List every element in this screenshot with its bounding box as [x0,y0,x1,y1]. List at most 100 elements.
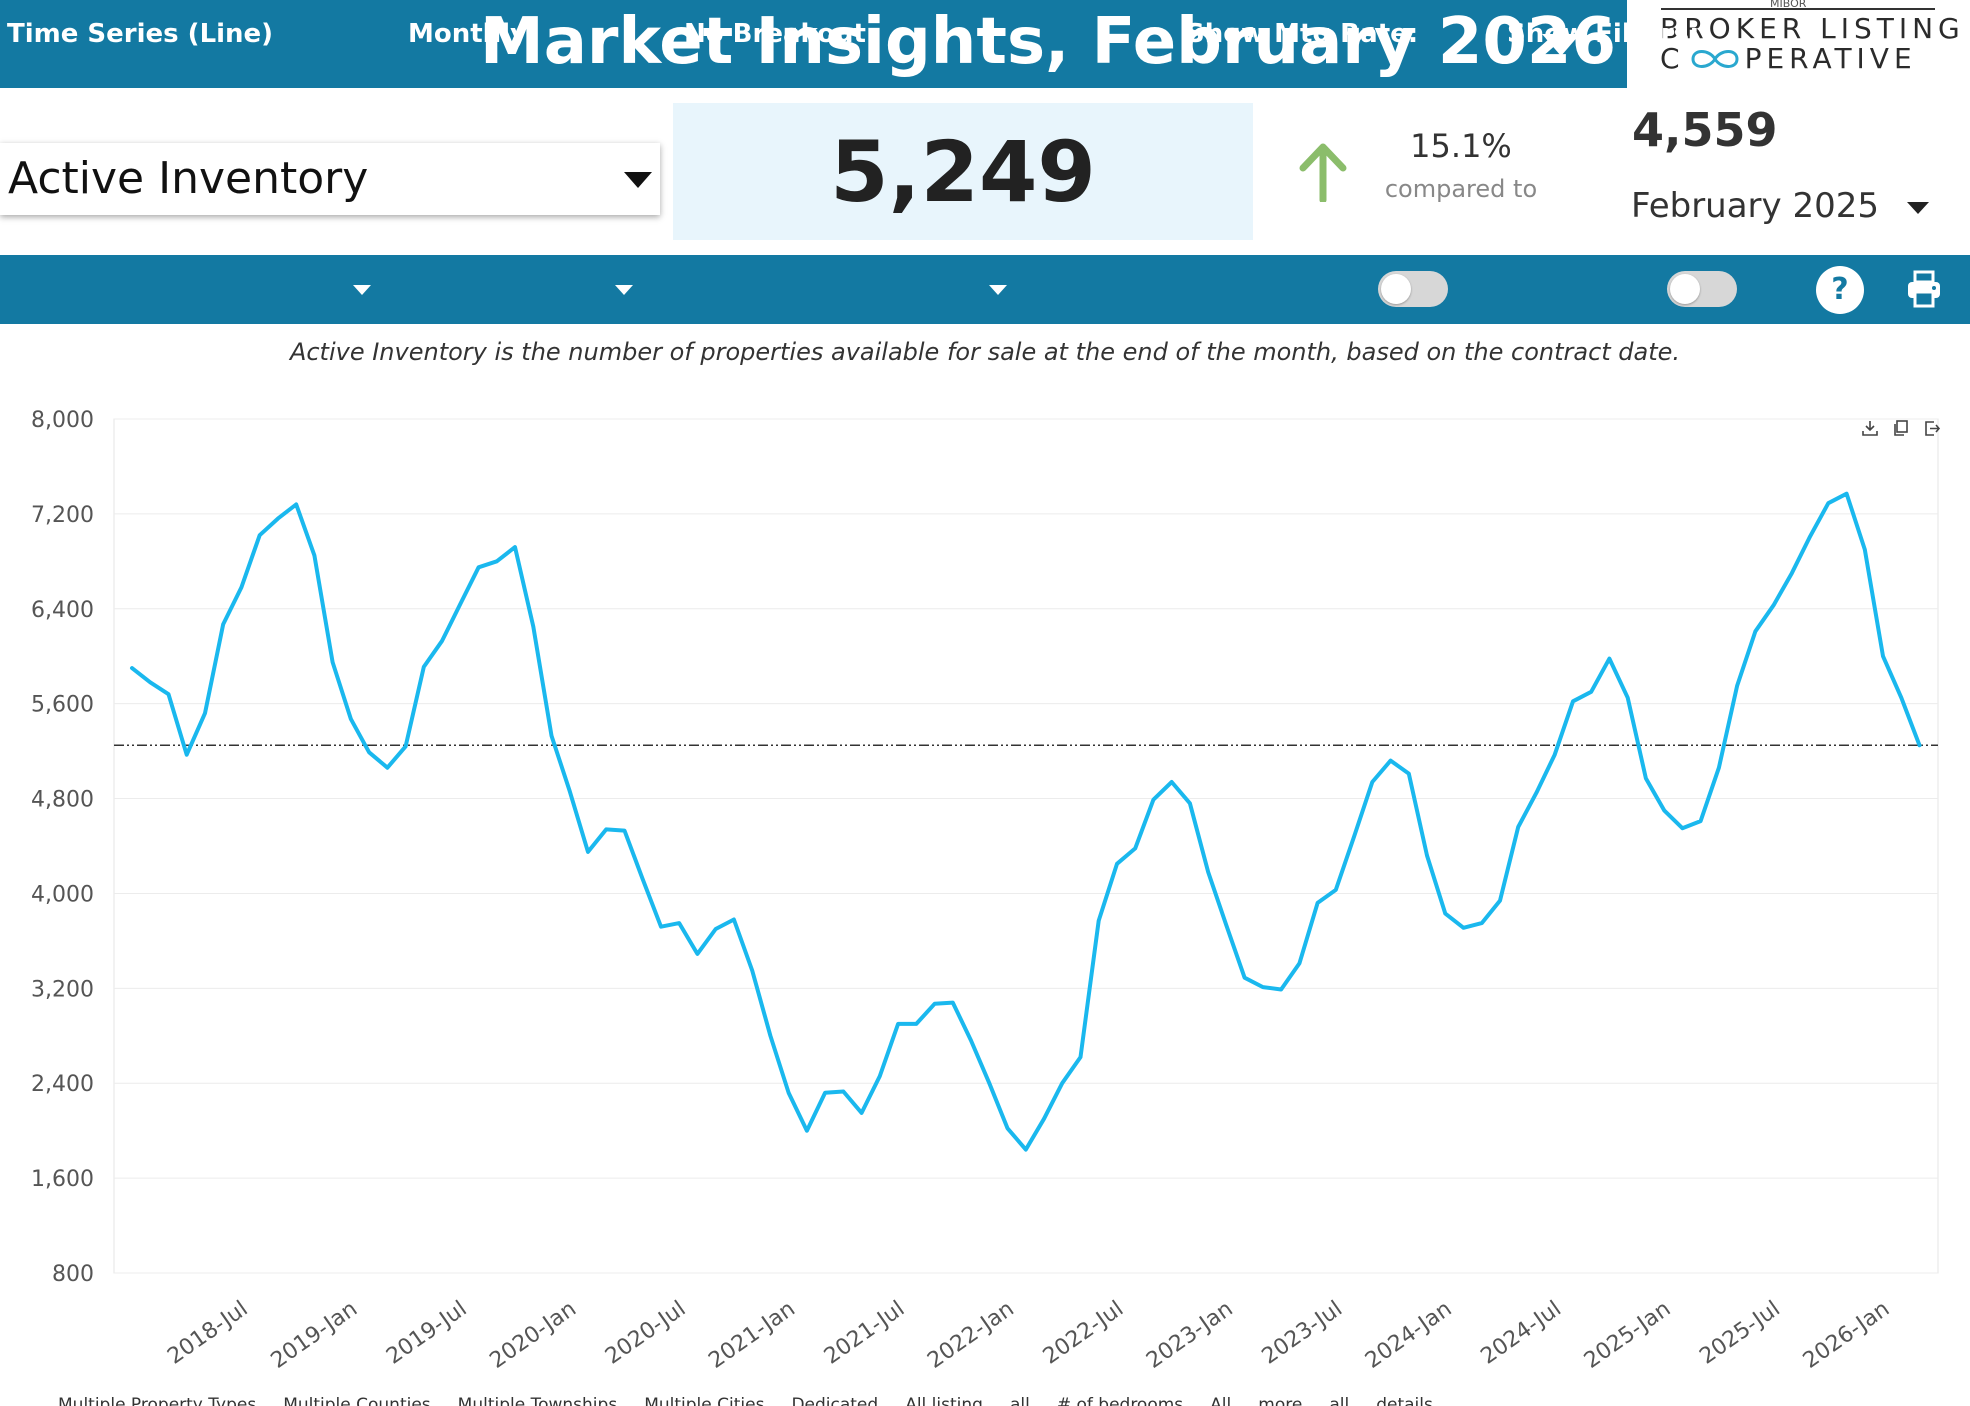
data-point[interactable] [1753,629,1757,633]
data-point[interactable] [1735,684,1739,688]
data-point[interactable] [1662,808,1666,812]
data-point[interactable] [477,565,481,569]
download-icon[interactable] [1862,421,1878,436]
data-point[interactable] [860,1111,864,1115]
data-point[interactable] [1516,825,1520,829]
data-point[interactable] [1790,571,1794,575]
data-point[interactable] [1133,846,1137,850]
mtg-rate-toggle[interactable] [1378,271,1448,307]
data-point[interactable] [1224,923,1228,927]
data-point[interactable] [805,1129,809,1133]
data-point[interactable] [1151,798,1155,802]
data-point[interactable] [1845,492,1849,496]
data-point[interactable] [641,877,645,881]
data-point[interactable] [1389,759,1393,763]
data-point[interactable] [203,711,207,715]
data-point[interactable] [1170,780,1174,784]
metric-caret-down-icon[interactable] [623,171,653,189]
data-point[interactable] [1680,826,1684,830]
data-point[interactable] [714,927,718,931]
data-point[interactable] [1480,921,1484,925]
data-point[interactable] [166,692,170,696]
chart-type-caret-down-icon[interactable] [353,285,371,295]
data-point[interactable] [1261,985,1265,989]
data-point[interactable] [1644,776,1648,780]
data-point[interactable] [1881,654,1885,658]
data-point[interactable] [349,717,353,721]
data-point[interactable] [732,918,736,922]
data-point[interactable] [1863,547,1867,551]
data-point[interactable] [531,625,535,629]
data-point[interactable] [1188,801,1192,805]
data-point[interactable] [823,1091,827,1095]
data-point[interactable] [1699,819,1703,823]
data-point[interactable] [586,850,590,854]
data-point[interactable] [1553,753,1557,757]
data-point[interactable] [1334,888,1338,892]
interval-caret-down-icon[interactable] [615,285,633,295]
data-point[interactable] [185,753,189,757]
data-point[interactable] [130,666,134,670]
title-caret-down-icon[interactable] [1540,32,1582,58]
data-point[interactable] [312,553,316,557]
print-icon[interactable] [1906,270,1942,308]
data-point[interactable] [1078,1055,1082,1059]
data-point[interactable] [969,1039,973,1043]
data-point[interactable] [568,789,572,793]
data-point[interactable] [1316,901,1320,905]
data-point[interactable] [513,545,517,549]
data-point[interactable] [695,952,699,956]
data-point[interactable] [1772,603,1776,607]
data-point[interactable] [422,665,426,669]
data-point[interactable] [1571,699,1575,703]
data-point[interactable] [1918,743,1922,747]
data-point[interactable] [550,734,554,738]
data-point[interactable] [331,660,335,664]
previous-period-select[interactable]: February 2025 [1631,186,1879,226]
data-point[interactable] [1206,870,1210,874]
series-line[interactable] [130,491,1922,1152]
copy-icon[interactable] [1894,420,1908,436]
data-point[interactable] [385,766,389,770]
data-point[interactable] [622,829,626,833]
data-point[interactable] [841,1090,845,1094]
data-point[interactable] [933,1002,937,1006]
data-point[interactable] [1826,501,1830,505]
data-point[interactable] [1534,791,1538,795]
data-point[interactable] [677,921,681,925]
data-point[interactable] [221,622,225,626]
data-point[interactable] [604,827,608,831]
data-point[interactable] [1097,919,1101,923]
data-point[interactable] [1352,835,1356,839]
data-point[interactable] [1425,853,1429,857]
data-point[interactable] [1462,926,1466,930]
data-point[interactable] [1407,772,1411,776]
chart-type-select[interactable]: Time Series (Line) [7,19,274,49]
data-point[interactable] [1060,1081,1064,1085]
data-point[interactable] [1589,690,1593,694]
data-point[interactable] [1899,696,1903,700]
data-point[interactable] [1626,696,1630,700]
breakout-select[interactable]: No Breakout [684,19,866,49]
data-point[interactable] [1808,534,1812,538]
data-point[interactable] [404,744,408,748]
data-point[interactable] [1607,657,1611,661]
data-point[interactable] [1115,862,1119,866]
metric-select[interactable]: Active Inventory [0,143,660,215]
data-point[interactable] [148,680,152,684]
data-point[interactable] [1024,1148,1028,1152]
filters-toggle[interactable] [1667,271,1737,307]
previous-period-caret-down-icon[interactable] [1906,201,1930,215]
data-point[interactable] [878,1074,882,1078]
data-point[interactable] [768,1034,772,1038]
data-point[interactable] [367,750,371,754]
page-title[interactable]: Market Insights, February 2026 [480,5,1616,79]
data-point[interactable] [1297,961,1301,965]
data-point[interactable] [914,1022,918,1026]
data-point[interactable] [1279,988,1283,992]
breakout-caret-down-icon[interactable] [989,285,1007,295]
data-point[interactable] [440,639,444,643]
data-point[interactable] [239,585,243,589]
data-point[interactable] [495,559,499,563]
data-point[interactable] [1370,780,1374,784]
